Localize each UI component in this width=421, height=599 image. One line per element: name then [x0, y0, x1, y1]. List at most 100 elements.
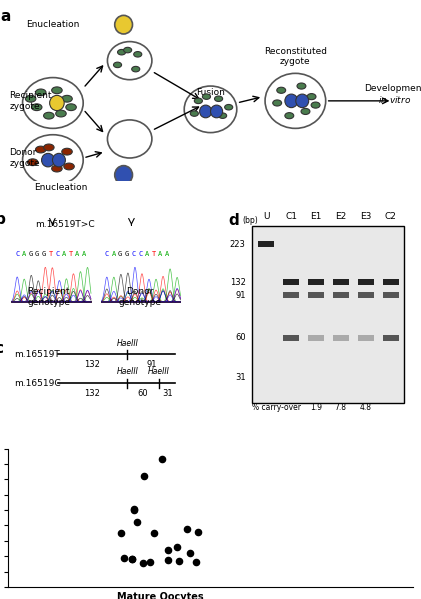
Text: A: A: [112, 251, 116, 257]
Ellipse shape: [64, 163, 74, 170]
Text: c: c: [0, 341, 3, 356]
Ellipse shape: [195, 98, 203, 104]
Ellipse shape: [265, 73, 326, 128]
Text: A: A: [22, 251, 26, 257]
Ellipse shape: [134, 52, 142, 57]
Point: [133, 518, 140, 527]
Text: d: d: [228, 213, 239, 228]
Point: [121, 553, 128, 562]
Text: G: G: [29, 251, 33, 257]
Text: 223: 223: [230, 240, 245, 249]
Text: 91: 91: [146, 360, 157, 369]
Bar: [283, 279, 299, 285]
Point: [147, 558, 153, 567]
Text: HaeIII: HaeIII: [116, 367, 138, 376]
Text: 31: 31: [235, 373, 245, 382]
Ellipse shape: [42, 153, 54, 167]
Ellipse shape: [107, 120, 152, 158]
Text: Enucleation: Enucleation: [26, 20, 80, 29]
Point: [186, 548, 193, 558]
Ellipse shape: [62, 149, 72, 155]
Ellipse shape: [210, 105, 223, 118]
Text: m.16519T: m.16519T: [14, 350, 59, 359]
Ellipse shape: [50, 95, 64, 111]
Ellipse shape: [107, 41, 152, 80]
Text: T: T: [152, 251, 156, 257]
Text: T: T: [48, 251, 53, 257]
Ellipse shape: [52, 165, 62, 172]
Text: Development
$\it{in\ vitro}$: Development $\it{in\ vitro}$: [364, 84, 421, 105]
Text: A: A: [165, 251, 169, 257]
Point: [140, 558, 147, 568]
Text: A: A: [62, 251, 66, 257]
Text: E1: E1: [310, 213, 322, 222]
Ellipse shape: [27, 159, 38, 165]
Ellipse shape: [115, 165, 133, 184]
Bar: [333, 335, 349, 341]
Bar: [308, 292, 324, 298]
Ellipse shape: [23, 78, 83, 128]
Point: [195, 527, 201, 537]
Ellipse shape: [35, 146, 46, 153]
Text: m.16519C: m.16519C: [14, 379, 60, 388]
Ellipse shape: [225, 104, 233, 110]
Text: 60: 60: [138, 389, 149, 398]
Point: [165, 545, 171, 555]
Text: Recipient
zygote: Recipient zygote: [9, 91, 52, 111]
Ellipse shape: [297, 83, 306, 89]
Ellipse shape: [277, 87, 286, 93]
Ellipse shape: [52, 87, 62, 93]
Text: A: A: [82, 251, 86, 257]
Point: [141, 471, 147, 481]
Text: Fusion: Fusion: [196, 88, 225, 97]
Text: Enucleation: Enucleation: [34, 183, 88, 192]
Ellipse shape: [311, 102, 320, 108]
Point: [176, 556, 182, 565]
Ellipse shape: [296, 94, 309, 108]
Text: HaeIII: HaeIII: [148, 367, 170, 376]
Ellipse shape: [62, 95, 72, 102]
Text: G: G: [118, 251, 123, 257]
Text: 7.8: 7.8: [335, 403, 347, 412]
Text: 132: 132: [230, 277, 245, 286]
Ellipse shape: [285, 94, 298, 108]
Point: [151, 528, 158, 538]
Bar: [383, 335, 399, 341]
Text: 31: 31: [162, 389, 173, 398]
Text: 1.9: 1.9: [310, 403, 322, 412]
Text: C: C: [138, 251, 142, 257]
Text: T: T: [69, 251, 73, 257]
Text: G: G: [35, 251, 39, 257]
Text: C: C: [15, 251, 19, 257]
Text: G: G: [125, 251, 129, 257]
Ellipse shape: [203, 94, 210, 99]
Ellipse shape: [44, 112, 54, 119]
Text: A: A: [75, 251, 80, 257]
Text: Reconstituted
zygote: Reconstituted zygote: [264, 47, 327, 66]
Point: [131, 504, 138, 514]
Bar: [333, 279, 349, 285]
Point: [118, 528, 125, 538]
Text: 91: 91: [235, 291, 245, 300]
Text: U: U: [263, 213, 269, 222]
Point: [131, 506, 138, 515]
Ellipse shape: [117, 50, 125, 55]
Point: [184, 524, 190, 533]
Ellipse shape: [56, 110, 66, 117]
Ellipse shape: [184, 86, 237, 132]
Point: [129, 553, 136, 563]
Text: HaeIII: HaeIII: [116, 339, 138, 348]
Text: Recipient
genotype: Recipient genotype: [27, 287, 70, 307]
Text: A: A: [158, 251, 163, 257]
Bar: [258, 241, 274, 247]
Ellipse shape: [35, 89, 46, 96]
Text: G: G: [42, 251, 46, 257]
Ellipse shape: [190, 111, 198, 116]
Ellipse shape: [124, 47, 132, 53]
Bar: [358, 335, 374, 341]
Text: E2: E2: [335, 213, 346, 222]
Text: m.16519T>C: m.16519T>C: [35, 220, 94, 229]
Ellipse shape: [44, 144, 54, 151]
Ellipse shape: [114, 62, 122, 68]
Text: 4.8: 4.8: [360, 403, 372, 412]
